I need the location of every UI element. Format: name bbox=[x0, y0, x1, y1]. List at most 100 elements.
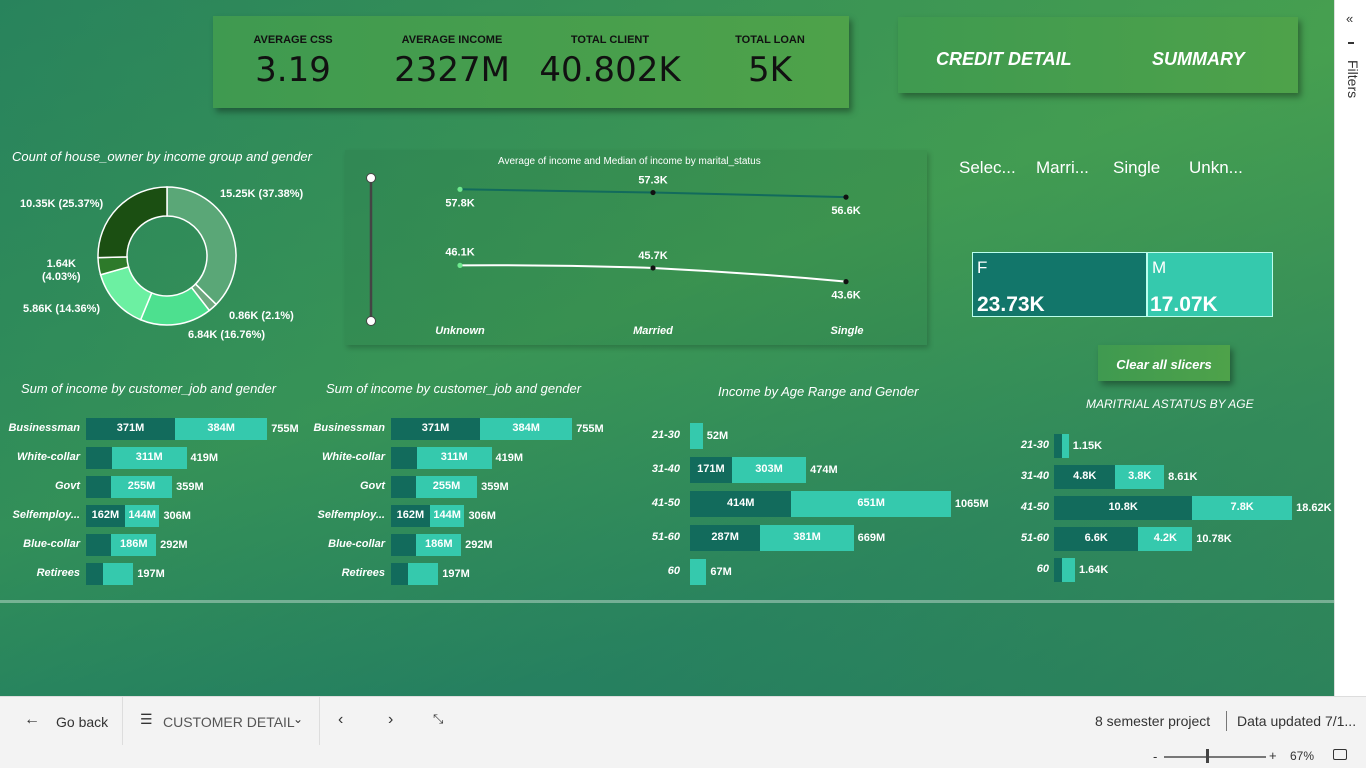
bar-segment-dark[interactable] bbox=[391, 534, 417, 556]
job-chart-2[interactable]: Businessman 371M 384M 755M White-collar 311M 4… bbox=[305, 410, 615, 590]
bar-segment-dark[interactable] bbox=[1054, 465, 1116, 489]
bar-segment-light[interactable] bbox=[690, 559, 707, 585]
bar-category-label: 31-40 bbox=[1020, 470, 1049, 482]
bar-segment-dark[interactable] bbox=[86, 505, 125, 527]
bar-segment-light[interactable] bbox=[1061, 434, 1069, 458]
bar-segment-light[interactable] bbox=[760, 525, 854, 551]
bar-segment-dark[interactable] bbox=[1054, 496, 1193, 520]
clear-slicers-button[interactable]: Clear all slicers bbox=[1098, 345, 1230, 381]
bar-segment-light[interactable] bbox=[415, 476, 478, 498]
bar-segment-light[interactable] bbox=[407, 563, 439, 585]
zoom-slider[interactable] bbox=[1164, 756, 1266, 758]
zoom-out-button[interactable]: - bbox=[1153, 749, 1158, 764]
bar-segment-dark[interactable] bbox=[1054, 434, 1062, 458]
slicer-item-married[interactable]: Marri... bbox=[1036, 158, 1089, 177]
bar-segment-light[interactable] bbox=[416, 534, 462, 556]
collapse-view-icon[interactable]: ⤡ bbox=[433, 711, 444, 726]
bar-segment-light[interactable] bbox=[175, 418, 268, 440]
bar-data-label: 171M bbox=[697, 463, 725, 475]
collapse-icon[interactable]: « bbox=[1346, 11, 1354, 26]
bar-segment-dark[interactable] bbox=[690, 457, 732, 483]
bar-category-label: 60 bbox=[1036, 563, 1049, 575]
bar-segment-light[interactable] bbox=[102, 563, 134, 585]
line-point[interactable] bbox=[843, 194, 849, 200]
bar-segment-light[interactable] bbox=[1192, 496, 1293, 520]
bar-segment-light[interactable] bbox=[731, 457, 807, 483]
line-point[interactable] bbox=[843, 279, 849, 285]
go-back-button[interactable]: Go back bbox=[56, 714, 109, 730]
bar-segment-dark[interactable] bbox=[690, 491, 792, 517]
bar-segment-light[interactable] bbox=[480, 418, 573, 440]
bar-segment-light[interactable] bbox=[690, 423, 703, 449]
bar-category-label: Retirees bbox=[341, 567, 385, 579]
bar-segment-light[interactable] bbox=[111, 534, 157, 556]
bar-segment-dark[interactable] bbox=[86, 418, 176, 440]
filters-label[interactable]: Filters bbox=[1345, 60, 1361, 99]
bar-data-label: 255M bbox=[127, 480, 156, 492]
bar-data-label: 311M bbox=[135, 451, 163, 463]
line-point[interactable] bbox=[650, 265, 656, 271]
donut-slice[interactable] bbox=[97, 186, 168, 259]
previous-page-icon[interactable]: ‹ bbox=[338, 711, 344, 728]
kpi-value-avg-income: 2327M bbox=[394, 50, 510, 90]
bar-total-label: 359M bbox=[176, 481, 204, 493]
bar-segment-dark[interactable] bbox=[86, 563, 103, 585]
donut-slice[interactable] bbox=[99, 265, 153, 321]
bar-segment-light[interactable] bbox=[1061, 558, 1075, 582]
bar-segment-dark[interactable] bbox=[391, 476, 416, 498]
bar-segment-dark[interactable] bbox=[391, 418, 481, 440]
bar-segment-dark[interactable] bbox=[1054, 527, 1139, 551]
donut-slice[interactable] bbox=[166, 186, 237, 306]
line-chart[interactable]: 57.8K 57.3K 56.6K 46.1K 45.7K 43.6K Unknown Mar… bbox=[360, 165, 920, 345]
job-chart-1[interactable]: Businessman 371M 384M 755M White-collar 311M 4… bbox=[0, 410, 310, 590]
bar-segment-dark[interactable] bbox=[86, 476, 111, 498]
filters-pane[interactable]: « Filters bbox=[1334, 0, 1366, 696]
line-point[interactable] bbox=[650, 189, 656, 196]
zoom-slider-thumb[interactable] bbox=[1206, 749, 1209, 763]
summary-button[interactable]: SUMMARY bbox=[1152, 49, 1245, 69]
bar-segment-dark[interactable] bbox=[391, 505, 430, 527]
bar-total-label: 669M bbox=[857, 532, 886, 544]
range-slider-handle[interactable] bbox=[366, 316, 376, 326]
slicer-item-unknown[interactable]: Unkn... bbox=[1189, 158, 1243, 177]
bar-segment-dark[interactable] bbox=[391, 563, 408, 585]
slicer-item-select-all[interactable]: Selec... bbox=[959, 158, 1016, 177]
gender-card-female[interactable]: F 23.73K bbox=[972, 252, 1147, 317]
gender-card-male[interactable]: M 17.07K bbox=[1147, 252, 1273, 317]
bar-segment-dark[interactable] bbox=[1054, 558, 1062, 582]
next-page-icon[interactable]: › bbox=[388, 711, 394, 728]
slicer-item-single[interactable]: Single bbox=[1113, 158, 1161, 177]
bar-segment-light[interactable] bbox=[416, 447, 492, 469]
bar-segment-light[interactable] bbox=[124, 505, 160, 527]
bar-data-label: 144M bbox=[433, 509, 461, 521]
bar-segment-light[interactable] bbox=[1115, 465, 1165, 489]
line-point[interactable] bbox=[457, 186, 463, 192]
bar-segment-dark[interactable] bbox=[86, 447, 112, 469]
bar-segment-dark[interactable] bbox=[391, 447, 417, 469]
bar-segment-light[interactable] bbox=[1138, 527, 1193, 551]
bar-total-label: 419M bbox=[190, 452, 219, 464]
range-slider-handle[interactable] bbox=[366, 173, 376, 183]
donut-label: 1.64K (4.03%) bbox=[42, 258, 81, 283]
bar-segment-light[interactable] bbox=[110, 476, 173, 498]
bar-total-label: 292M bbox=[465, 539, 493, 551]
bar-segment-light[interactable] bbox=[111, 447, 187, 469]
line-axis-label: Single bbox=[830, 325, 863, 337]
chevron-down-icon[interactable]: ⌄ bbox=[293, 712, 304, 726]
page-list-icon[interactable]: ☰ bbox=[140, 711, 153, 727]
bar-segment-dark[interactable] bbox=[86, 534, 112, 556]
marital-age-chart[interactable]: 21-30 1.15K 31-40 4.8K 3.8K 8.61K 41-50 10.8K 7.… bbox=[1000, 432, 1334, 592]
page-selector[interactable]: CUSTOMER DETAIL bbox=[163, 714, 295, 730]
arrow-left-icon[interactable]: ← bbox=[24, 711, 40, 728]
bar-segment-light[interactable] bbox=[429, 505, 465, 527]
zoom-in-button[interactable]: + bbox=[1269, 748, 1277, 763]
donut-chart[interactable] bbox=[60, 160, 280, 340]
bar-segment-light[interactable] bbox=[791, 491, 951, 517]
age-chart[interactable]: 21-30 52M 31-40 171M 303M 474M 41-50 414M 651M 10… bbox=[625, 418, 1000, 593]
credit-detail-button[interactable]: CREDIT DETAIL bbox=[936, 49, 1072, 69]
kpi-value-avg-css: 3.19 bbox=[255, 50, 331, 90]
bar-segment-dark[interactable] bbox=[690, 525, 761, 551]
fit-page-icon[interactable] bbox=[1333, 749, 1347, 760]
bar-category-label: 51-60 bbox=[1020, 532, 1049, 544]
line-point[interactable] bbox=[457, 262, 463, 268]
